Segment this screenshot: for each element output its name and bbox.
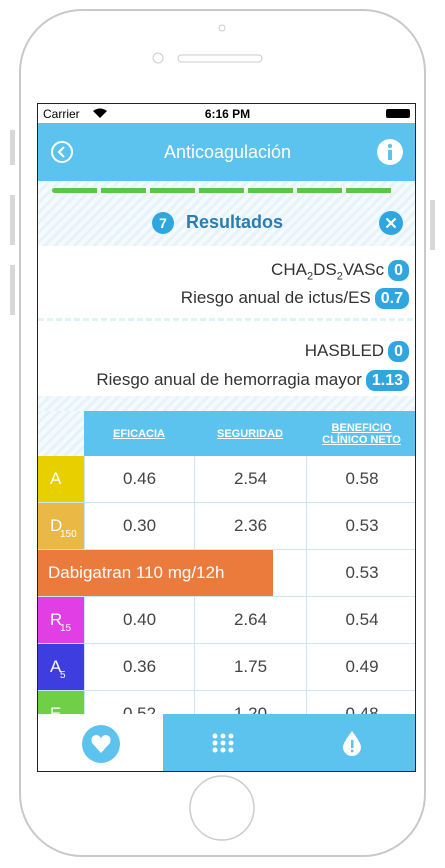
carrier: Carrier [43,107,80,121]
scores-panel: CHA2DS2VASc 0 Riesgo anual de ictus/ES 0.7… [38,246,415,396]
row-letter: R 15 [38,597,84,643]
side-button [430,200,435,250]
table-header: EFICACIA SEGURIDAD BENEFICIO CLÍNICO NET… [38,411,415,456]
text: 2 [306,270,314,283]
results-header: 7 Resultados [38,201,415,246]
score-name: HASBLED [304,341,385,360]
row-letter: A [38,456,84,502]
table-row: E 0.52 1.20 0.48 [38,691,415,714]
nav-bar: Anticoagulación [38,123,415,181]
column-header[interactable]: SEGURIDAD [216,427,283,440]
column-header[interactable]: EFICACIA [113,427,165,440]
header-bg [84,411,415,456]
side-button [10,195,15,245]
step-badge: 7 [152,212,174,234]
lens [152,52,164,64]
score-name: Riesgo anual de ictus/ES [180,288,371,307]
cell: 1.20 [194,691,306,714]
letter-sub: 150 [60,529,77,540]
cell: 0.53 [306,550,415,596]
text: VASc [342,260,385,279]
cell: 0.52 [84,691,194,714]
progress-bar [52,188,394,193]
table-row: R 15 0.40 2.64 0.54 [38,597,415,644]
side-button [10,265,15,315]
side-button [10,130,15,165]
clock: 6:16 PM [204,107,251,121]
tab-bar [38,714,415,771]
cell: 0.48 [306,691,415,714]
row-letter: E [38,691,84,714]
info-button[interactable] [376,138,404,166]
table-row: D 150 0.30 2.36 0.53 [38,503,415,550]
table-row: A 0.46 2.54 0.58 [38,456,415,503]
wifi-icon [93,108,107,118]
cell: 0.53 [306,503,415,549]
score-badge: 0.7 [374,288,409,309]
score-badge: 0 [388,260,409,281]
text: DS [313,260,337,279]
camera [218,24,226,32]
letter-text: A [50,469,62,488]
nav-title: Anticoagulación [163,142,292,162]
score-name: CHA2DS2VASc [271,260,385,283]
back-button[interactable] [50,140,74,164]
column-header[interactable]: BENEFICIO CLÍNICO NETO [322,421,401,446]
status-bar: Carrier 6:16 PM [38,104,415,123]
grid-tab[interactable] [210,732,236,754]
table-row: 0.53 Dabigatran 110 mg/12h [38,550,415,597]
cell: 0.54 [306,597,415,643]
corner [38,411,84,456]
letter-text: E [50,704,62,714]
cell: 2.36 [194,503,306,549]
drug-banner: Dabigatran 110 mg/12h [38,550,273,596]
text: 2 [336,270,343,283]
letter-sub: 5 [60,670,66,681]
cell: 0.30 [84,503,194,549]
score-name: Riesgo anual de hemorragia mayor [96,370,362,389]
heart-icon [82,725,120,763]
score-badge: 0 [388,341,409,362]
cell: 0.36 [84,644,194,690]
battery [386,109,410,118]
cell: 0.58 [306,456,415,502]
cell: 1.75 [194,644,306,690]
close-button[interactable] [378,210,404,236]
cell: 0.49 [306,644,415,690]
divider [38,318,415,321]
cell: 2.64 [194,597,306,643]
app-screen: Carrier 6:16 PM Anticoagulación 7 Result… [37,103,416,772]
score-badge: 1.13 [365,370,409,391]
letter-text: R [50,610,63,629]
cell: 0.46 [84,456,194,502]
progress-area [38,181,415,201]
score-row: CHA2DS2VASc 0 [271,260,409,282]
letter-text: A [50,657,62,676]
score-row: Riesgo anual de ictus/ES 0.7 [181,288,409,309]
results-table: A 0.46 2.54 0.58 D 150 0.30 2.36 0.53 0.53 Dabigat… [38,456,415,714]
cell: 0.40 [84,597,194,643]
table-row: A 5 0.36 1.75 0.49 [38,644,415,691]
text: CHA [271,260,307,279]
drop-tab[interactable] [341,730,363,756]
home-button[interactable] [189,775,255,841]
speaker [177,54,263,63]
tab-selected[interactable] [38,714,163,771]
letter-text: D [50,516,63,535]
row-letter: D 150 [38,503,84,549]
cell: 2.54 [194,456,306,502]
score-row: HASBLED 0 [305,341,409,362]
section-title: Resultados [186,212,284,232]
letter-sub: 15 [60,623,72,634]
score-row: Riesgo anual de hemorragia mayor 1.13 [96,370,409,391]
spacer [38,396,415,411]
